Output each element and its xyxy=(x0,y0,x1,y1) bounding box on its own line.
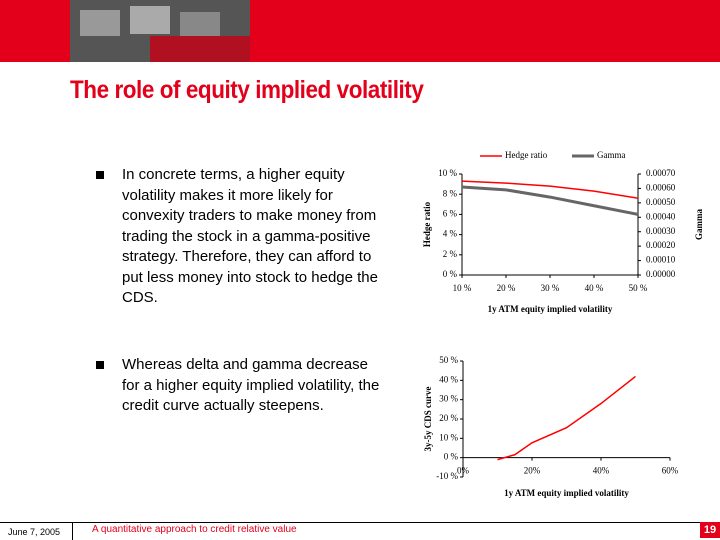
y-tick-label: 50 % xyxy=(439,355,458,365)
y2-tick-label: 0.00050 xyxy=(646,197,676,207)
y-tick-label: 30 % xyxy=(439,394,458,404)
y2-tick-label: 0.00030 xyxy=(646,226,676,236)
y-tick-label: 6 % xyxy=(443,208,458,218)
y-tick-label: 10 % xyxy=(439,432,458,442)
y-tick-label: 8 % xyxy=(443,188,458,198)
y-tick-label: 0 % xyxy=(444,452,459,462)
x-tick-label: 0% xyxy=(457,466,470,476)
series-line xyxy=(461,180,639,199)
bullet-text: Whereas delta and gamma decrease for a h… xyxy=(122,356,380,414)
x-tick-label: 40 % xyxy=(585,283,604,293)
y-tick-label: 20 % xyxy=(439,413,458,423)
page-number: 19 xyxy=(700,522,720,538)
legend-label: Hedge ratio xyxy=(505,150,548,160)
y-axis-title: Hedge ratio xyxy=(422,201,432,247)
y-tick-label: 0 % xyxy=(443,269,458,279)
y2-tick-label: 0.00040 xyxy=(646,211,676,221)
x-tick-label: 50 % xyxy=(629,283,648,293)
x-tick-label: 40% xyxy=(593,466,610,476)
y2-axis-title: Gamma xyxy=(694,209,704,240)
x-tick-label: 60% xyxy=(662,466,679,476)
footer-date: June 7, 2005 xyxy=(8,527,61,537)
y2-tick-label: 0.00060 xyxy=(646,182,676,192)
bullet-text: In concrete terms, a higher equity volat… xyxy=(122,166,378,306)
x-tick-label: 10 % xyxy=(453,283,472,293)
series-line xyxy=(497,375,636,461)
y2-tick-label: 0.00000 xyxy=(646,269,676,279)
footer: June 7, 2005 A quantitative approach to … xyxy=(0,522,720,540)
x-tick-label: 20% xyxy=(524,466,541,476)
y-tick-label: -10 % xyxy=(436,471,458,481)
y2-tick-label: 0.00020 xyxy=(646,240,676,250)
header-banner xyxy=(0,0,720,62)
y2-tick-label: 0.00070 xyxy=(646,168,676,178)
footer-subtitle: A quantitative approach to credit relati… xyxy=(92,524,297,535)
x-axis-title: 1y ATM equity implied volatility xyxy=(488,304,613,314)
x-axis-title: 1y ATM equity implied volatility xyxy=(504,488,629,498)
x-tick-label: 30 % xyxy=(541,283,560,293)
y2-tick-label: 0.00010 xyxy=(646,255,676,265)
slide-title: The role of equity implied volatility xyxy=(70,76,424,104)
y-tick-label: 2 % xyxy=(443,249,458,259)
y-tick-label: 40 % xyxy=(439,374,458,384)
y-tick-label: 10 % xyxy=(438,168,457,178)
x-tick-label: 20 % xyxy=(497,283,516,293)
bullet: In concrete terms, a higher equity volat… xyxy=(96,165,386,309)
bullet: Whereas delta and gamma decrease for a h… xyxy=(96,355,386,417)
y-axis-title: 3y-5y CDS curve xyxy=(423,387,433,452)
legend-label: Gamma xyxy=(597,150,626,160)
series-line xyxy=(461,185,639,216)
charts: 0 % 2 % 4 % 6 % 8 % 10 % 10 % 20 % 30 % 40 % 50 % 0… xyxy=(422,150,704,498)
y-tick-label: 4 % xyxy=(443,229,458,239)
